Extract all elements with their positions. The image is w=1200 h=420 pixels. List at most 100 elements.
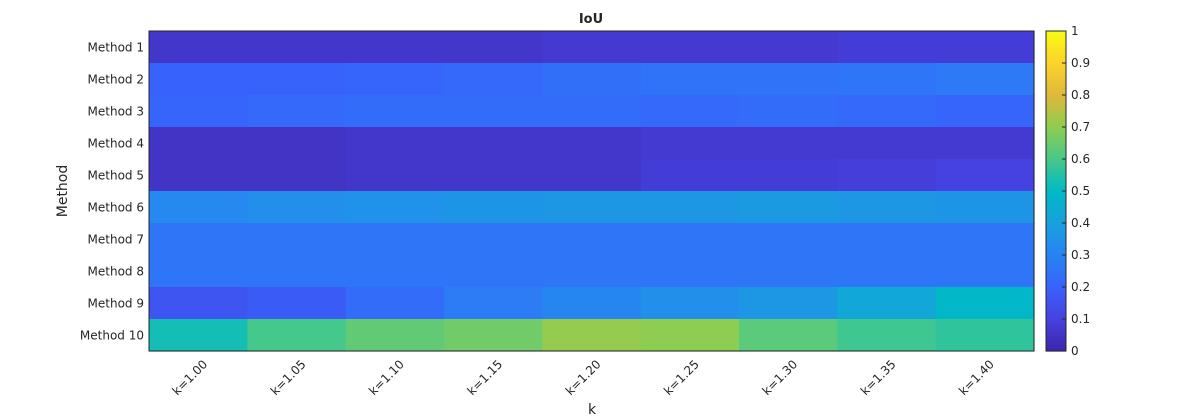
colorbar-swatch bbox=[1046, 47, 1066, 51]
colorbar-swatch bbox=[1046, 75, 1066, 80]
heatmap-cell bbox=[739, 191, 838, 224]
x-tick-labels: k=1.00 k=1.05 k=1.10 k=1.15 k=1.20 k=1.25 k=1.… bbox=[169, 357, 996, 398]
colorbar-swatch bbox=[1046, 232, 1066, 237]
colorbar-swatch bbox=[1046, 216, 1066, 221]
heatmap-cell bbox=[640, 159, 740, 192]
heatmap-cell bbox=[444, 95, 543, 128]
heatmap-cell bbox=[640, 63, 740, 96]
colorbar-swatch bbox=[1046, 184, 1066, 189]
heatmap-cell bbox=[935, 319, 1035, 352]
heatmap-cell bbox=[640, 255, 740, 288]
y-axis-label: Method bbox=[55, 165, 71, 218]
colorbar-swatch bbox=[1046, 69, 1066, 74]
colorbar-swatch bbox=[1046, 331, 1066, 336]
colorbar-swatch bbox=[1046, 315, 1066, 320]
colorbar-swatch bbox=[1046, 274, 1066, 278]
colorbar: 0 0.1 0.2 0.3 0.4 0.5 0.6 0.7 0.8 0.9 1 bbox=[1045, 24, 1090, 358]
y-tick-label: Method 4 bbox=[88, 137, 144, 151]
heatmap-cell bbox=[542, 127, 642, 160]
heatmap-cell bbox=[935, 255, 1035, 288]
heatmap-cell bbox=[149, 31, 248, 64]
colorbar-swatch bbox=[1046, 79, 1066, 83]
colorbar-swatch bbox=[1046, 59, 1066, 64]
colorbar-swatch bbox=[1046, 242, 1066, 246]
colorbar-swatch bbox=[1046, 53, 1066, 58]
colorbar-swatch bbox=[1046, 104, 1066, 109]
x-tick-label: k=1.05 bbox=[268, 357, 309, 398]
heatmap-cell bbox=[739, 95, 838, 128]
colorbar-swatch bbox=[1046, 213, 1066, 218]
colorbar-swatch bbox=[1046, 303, 1066, 307]
colorbar-swatch bbox=[1046, 155, 1066, 160]
heatmap-cell bbox=[837, 159, 937, 192]
heatmap-cell bbox=[837, 287, 937, 320]
chart-title: IoU bbox=[579, 12, 603, 27]
colorbar-swatch bbox=[1046, 159, 1066, 163]
heatmap-cell bbox=[542, 159, 642, 192]
colorbar-swatch bbox=[1046, 312, 1066, 317]
heatmap-cell bbox=[345, 95, 445, 128]
colorbar-swatch bbox=[1046, 127, 1066, 131]
heatmap-cell bbox=[149, 159, 248, 192]
heatmap-cell bbox=[542, 31, 642, 64]
colorbar-swatch bbox=[1046, 165, 1066, 170]
heatmap-cell bbox=[739, 63, 838, 96]
heatmap-cell bbox=[837, 31, 937, 64]
colorbar-swatch bbox=[1046, 56, 1066, 61]
heatmap-cell bbox=[837, 255, 937, 288]
colorbar-swatch bbox=[1046, 219, 1066, 224]
colorbar-tick-label: 0.5 bbox=[1071, 184, 1090, 198]
x-tick-label: k=1.40 bbox=[956, 357, 997, 398]
colorbar-swatch bbox=[1046, 197, 1066, 202]
heatmap-cell bbox=[345, 255, 445, 288]
heatmap-cell bbox=[935, 95, 1035, 128]
colorbar-tick-label: 0.8 bbox=[1071, 88, 1090, 102]
heatmap-cell bbox=[345, 287, 445, 320]
heatmap-cell bbox=[739, 319, 838, 352]
heatmap-cell bbox=[444, 127, 543, 160]
colorbar-swatch bbox=[1046, 264, 1066, 269]
heatmap-cell bbox=[935, 31, 1035, 64]
colorbar-tick-label: 0.7 bbox=[1071, 120, 1090, 134]
colorbar-swatch bbox=[1046, 107, 1066, 112]
x-tick-label: k=1.00 bbox=[169, 357, 210, 398]
heatmap-cell bbox=[149, 95, 248, 128]
colorbar-swatch bbox=[1046, 37, 1066, 42]
colorbar-swatch bbox=[1046, 309, 1066, 314]
colorbar-swatch bbox=[1046, 117, 1066, 122]
heatmap-cell bbox=[837, 127, 937, 160]
colorbar-tick-label: 0.2 bbox=[1071, 280, 1090, 294]
heatmap-cell bbox=[542, 255, 642, 288]
colorbar-tick-label: 0.4 bbox=[1071, 216, 1090, 230]
heatmap-cell bbox=[640, 95, 740, 128]
heatmap-cell bbox=[247, 255, 347, 288]
heatmap-cell bbox=[149, 127, 248, 160]
colorbar-swatch bbox=[1046, 338, 1066, 342]
x-tick-label: k=1.25 bbox=[661, 357, 702, 398]
y-tick-label: Method 3 bbox=[88, 105, 144, 119]
colorbar-swatch bbox=[1046, 101, 1066, 106]
colorbar-swatch bbox=[1046, 88, 1066, 93]
colorbar-swatch bbox=[1046, 31, 1066, 35]
heatmap-cell bbox=[444, 63, 543, 96]
heatmap-cell bbox=[345, 319, 445, 352]
heatmap-cell bbox=[640, 319, 740, 352]
colorbar-swatch bbox=[1046, 200, 1066, 205]
colorbar-swatch bbox=[1046, 248, 1066, 253]
colorbar-swatch bbox=[1046, 335, 1066, 339]
heatmap-cell bbox=[837, 191, 937, 224]
heatmap-cell bbox=[444, 223, 543, 256]
plot-frame bbox=[148, 30, 1035, 352]
x-tick-label: k=1.20 bbox=[563, 357, 604, 398]
heatmap-cell bbox=[935, 223, 1035, 256]
heatmap-cell bbox=[444, 159, 543, 192]
heatmap-cell bbox=[149, 319, 248, 352]
heatmap-cell bbox=[739, 127, 838, 160]
colorbar-swatch bbox=[1046, 152, 1066, 157]
y-tick-label: Method 6 bbox=[88, 201, 144, 215]
y-tick-label: Method 1 bbox=[88, 41, 144, 55]
heatmap-cell bbox=[247, 31, 347, 64]
heatmap-cell bbox=[149, 191, 248, 224]
heatmap-cell bbox=[542, 287, 642, 320]
